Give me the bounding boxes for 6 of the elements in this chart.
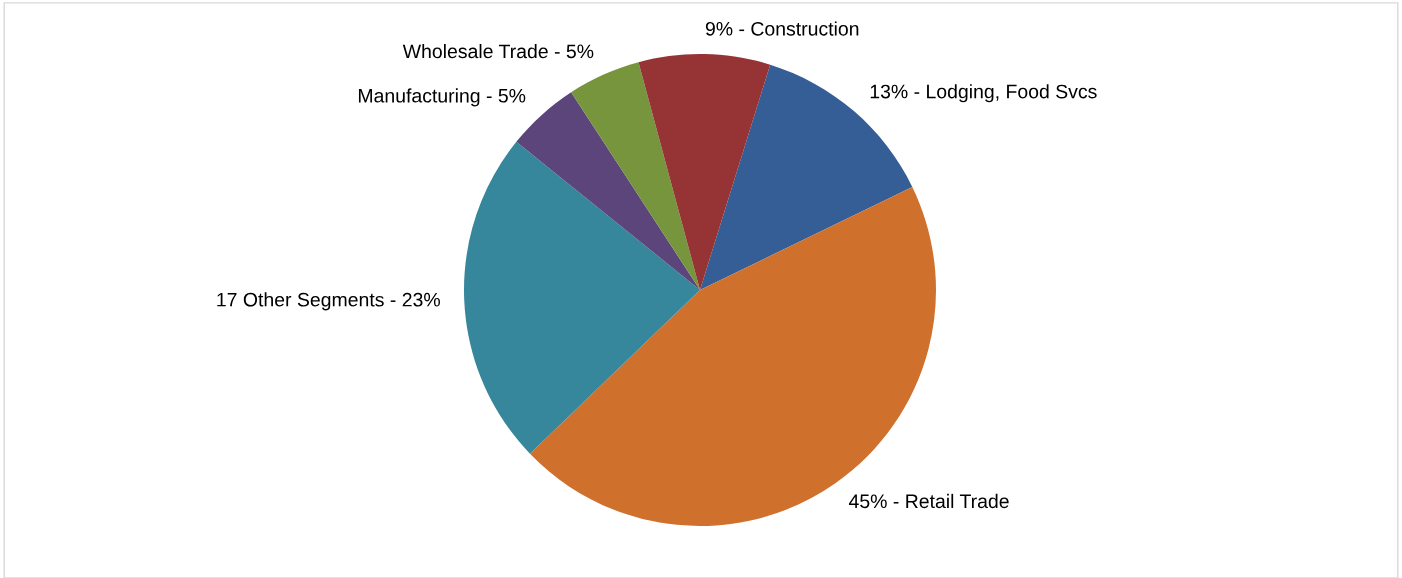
slice-label: Manufacturing - 5% xyxy=(358,88,526,107)
slice-label: 45% - Retail Trade xyxy=(848,493,1009,509)
slice-label: Wholesale Trade - 5% xyxy=(402,43,594,59)
slice-label: 9% - Construction xyxy=(705,21,859,36)
slice-label: 17 Other Segments - 23% xyxy=(217,292,440,311)
slice-label: 13% - Lodging, Food Svcs xyxy=(870,84,1097,103)
